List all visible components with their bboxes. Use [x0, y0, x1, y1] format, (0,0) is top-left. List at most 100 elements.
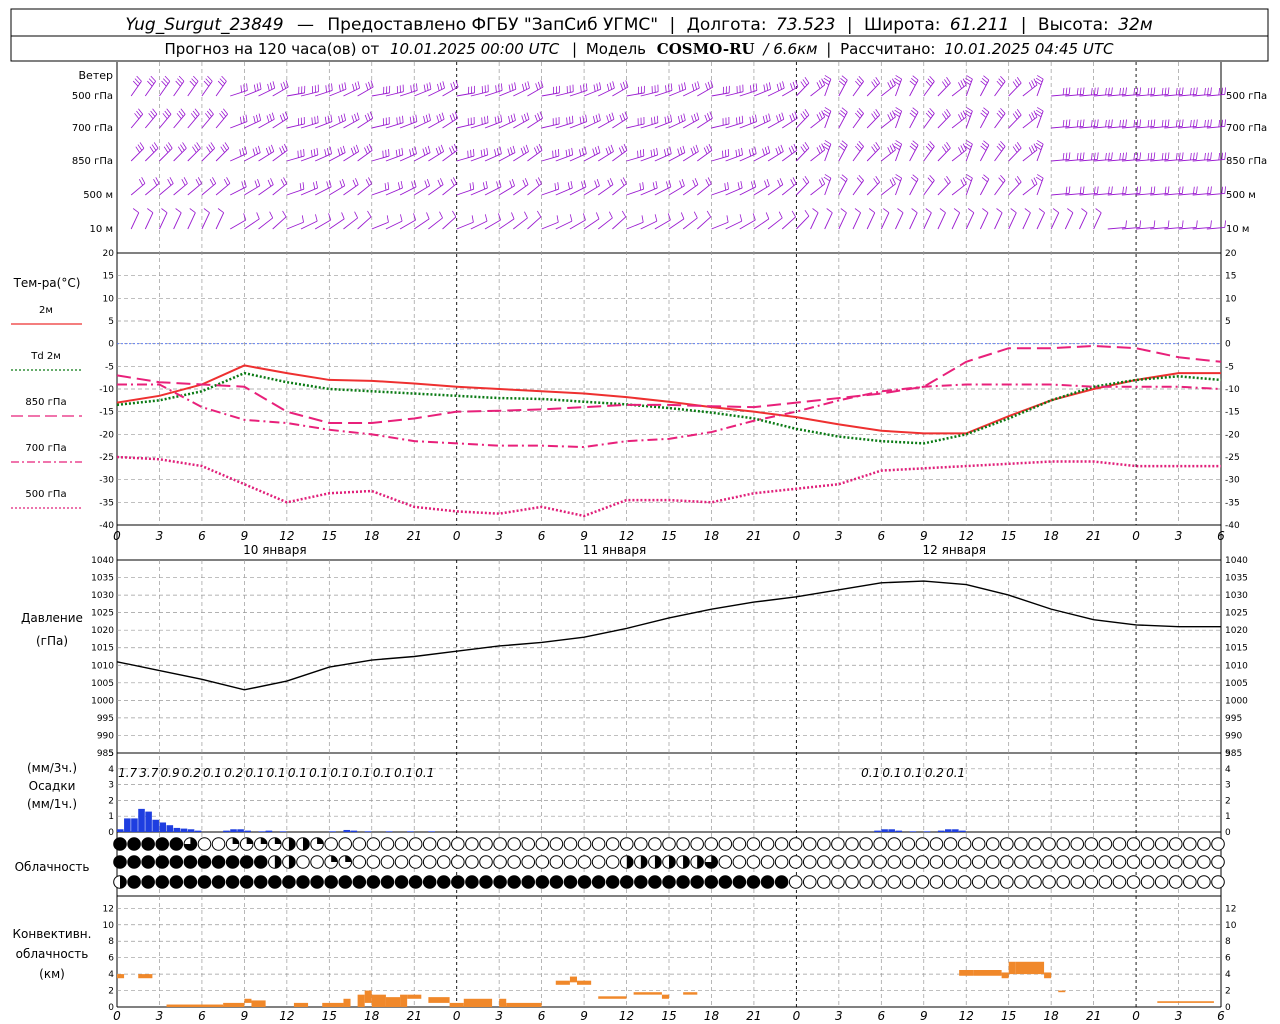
cloud-symbol [915, 875, 930, 889]
tick-label-right: 1040 [1225, 556, 1248, 566]
precip-bars [117, 808, 966, 832]
cloud-symbol [817, 855, 831, 869]
wind-barb-feather [353, 146, 357, 154]
cloud-half [640, 855, 648, 869]
wind-barb-feather [244, 179, 247, 187]
wind-barb-feather [925, 112, 932, 119]
convective-bar [166, 1004, 224, 1007]
wind-barb-feather [522, 179, 526, 187]
wind-barb-feather [1065, 186, 1068, 194]
cloud-symbol [1154, 855, 1169, 869]
wind-barb-feather [800, 146, 806, 153]
wind-barb-feather [382, 150, 384, 158]
wind-barb-staff [626, 123, 645, 129]
tick-label-left: 12 [103, 904, 114, 914]
lon-value: 73.523 [776, 15, 835, 35]
wind-barb-feather [965, 176, 972, 182]
wind-barb-feather [1062, 87, 1065, 96]
wind-barb-feather [1181, 87, 1184, 95]
precip-bar [145, 811, 152, 832]
wind-barb-feather [540, 80, 544, 88]
cloud-symbol [408, 837, 423, 851]
grid-lines [159, 62, 1179, 1007]
wind-barb-staff [767, 217, 783, 230]
wind-barb-feather [655, 181, 658, 189]
wind-barb-feather [776, 83, 780, 91]
wind-barb-feather [496, 147, 500, 155]
wind-barb-feather [207, 75, 213, 82]
wind-barb-feather [941, 113, 947, 120]
cloud-symbol [1098, 837, 1113, 851]
convective-bar [499, 998, 507, 1007]
wind-barb-feather [326, 181, 329, 189]
wind-barb-feather [150, 110, 156, 117]
precip-bar [959, 830, 966, 832]
computed-label: Рассчитано: [840, 40, 935, 58]
wind-barb-staff [951, 212, 961, 230]
wind-barb-feather [1207, 186, 1209, 194]
wind-barb-feather [998, 143, 1004, 150]
wind-barb-feather [709, 111, 713, 119]
wind-barb-feather [679, 180, 683, 188]
wind-barb-feather [1207, 87, 1209, 95]
convective-bar [598, 996, 627, 999]
wind-barb-feather [194, 108, 200, 115]
cloud-symbol [1056, 855, 1070, 869]
cloud-symbol [929, 855, 944, 869]
wind-barb-feather [710, 80, 714, 88]
wind-barb-feather [453, 143, 458, 151]
wind-barb-feather [527, 81, 530, 89]
precip-bar [223, 830, 230, 832]
wind-barb-feather [1081, 208, 1088, 214]
wind-barb-feather [752, 115, 755, 123]
wind-barb-feather [966, 140, 973, 145]
wind-barb-feather [175, 208, 182, 214]
precip-3h-label: 0.9 [161, 766, 180, 780]
wind-barb-feather [695, 144, 699, 152]
wind-barb-feather [369, 111, 374, 119]
wind-barb-feather [792, 81, 796, 89]
wind-level-label: 500 гПа [1226, 91, 1267, 102]
wind-barb-feather [1210, 87, 1212, 95]
wind-barb-staff [979, 178, 990, 196]
convective-bar [683, 992, 698, 995]
wind-barb-feather [568, 148, 571, 156]
wind-barb-feather [510, 147, 513, 155]
wind-barb-feather [180, 144, 185, 151]
hour-label: 12 [959, 529, 974, 543]
wind-barb-feather [189, 80, 195, 87]
wind-barb-feather [525, 144, 529, 152]
t700-line [117, 383, 1222, 449]
wind-barb-staff [258, 118, 275, 129]
wind-barb-feather [175, 80, 181, 87]
wind-barb-feather [1210, 220, 1212, 228]
wind-barb-feather [197, 177, 202, 184]
wind-barb-feather [425, 147, 428, 155]
hour-label: 15 [322, 1009, 337, 1023]
cloud-symbol [1014, 837, 1028, 851]
tick-label-left: 1010 [91, 661, 114, 671]
hour-label: 18 [704, 1009, 720, 1023]
wind-barb-feather [395, 149, 398, 157]
wind-barb-feather [1196, 152, 1198, 160]
cloud-symbol [1168, 855, 1183, 869]
temperature-lines [116, 343, 1222, 518]
wind-barb-staff [144, 212, 154, 230]
precip-bar [945, 829, 952, 832]
wind-barb-feather [1122, 186, 1124, 194]
wind-barb-feather [1091, 87, 1093, 96]
wind-barb-feather [344, 82, 347, 90]
wind-barb-feather [778, 113, 782, 121]
wind-barb-feather [722, 150, 724, 158]
cloud-symbol [422, 855, 437, 869]
wind-barb-feather [1139, 87, 1142, 95]
wind-barb-feather [537, 81, 541, 89]
wind-barb-feather [840, 77, 847, 84]
cloud-symbol [859, 837, 873, 851]
wind-barb-feather [697, 81, 700, 89]
wind-barb-feather [818, 112, 823, 119]
wind-level-label: 850 гПа [1226, 156, 1267, 167]
precip-bar [952, 829, 959, 832]
